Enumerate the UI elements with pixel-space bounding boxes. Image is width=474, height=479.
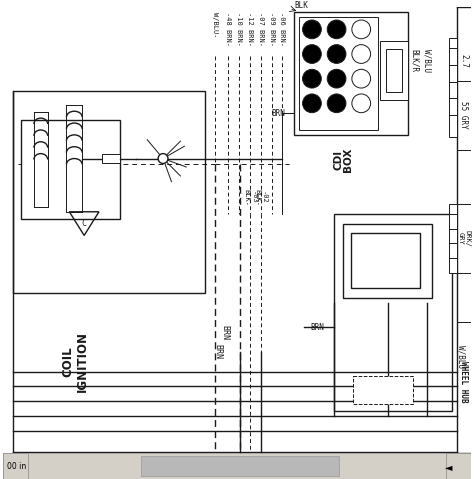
Bar [446, 453, 471, 479]
Text: -10 BRN-: -10 BRN- [236, 11, 242, 46]
Circle shape [352, 45, 371, 63]
Text: BRN: BRN [272, 109, 285, 118]
Bar [102, 154, 119, 163]
Circle shape [302, 69, 321, 88]
Text: WHEEL HUB: WHEEL HUB [459, 361, 468, 402]
Circle shape [302, 45, 321, 63]
Bar [141, 456, 338, 476]
Circle shape [327, 45, 346, 63]
Circle shape [352, 94, 371, 113]
Bar [449, 38, 457, 137]
Text: BLK-C: BLK-C [356, 392, 380, 400]
Bar [380, 41, 408, 101]
Text: COIL: COIL [61, 346, 74, 377]
Text: -09 BRN-: -09 BRN- [268, 11, 274, 46]
Bar [344, 224, 432, 297]
Circle shape [302, 20, 321, 39]
Bar [351, 233, 420, 288]
Text: BLK: BLK [294, 0, 308, 10]
Bar [3, 453, 28, 479]
Text: W/BLU: W/BLU [423, 49, 432, 72]
Text: -03
BLK-: -03 BLK- [243, 189, 256, 206]
Bar [13, 91, 205, 293]
Text: 2.7: 2.7 [459, 54, 468, 68]
Text: IGNITION: IGNITION [76, 331, 89, 392]
Circle shape [327, 20, 346, 39]
Text: BOX: BOX [344, 148, 354, 171]
Bar [334, 214, 452, 411]
Bar [3, 453, 471, 479]
Text: ◄: ◄ [445, 462, 453, 472]
Bar [386, 49, 401, 92]
Text: -48 BRN-: -48 BRN- [225, 11, 231, 46]
Text: BRN: BRN [220, 325, 229, 340]
Text: 00 in: 00 in [7, 462, 27, 471]
Circle shape [352, 69, 371, 88]
Text: C: C [82, 219, 87, 228]
Text: DRK/
GRY: DRK/ GRY [457, 230, 470, 247]
Circle shape [327, 94, 346, 113]
Text: BRN: BRN [214, 344, 223, 359]
Text: -02
BLK-: -02 BLK- [254, 189, 267, 206]
Circle shape [352, 20, 371, 39]
Text: BLK/R: BLK/R [410, 49, 419, 72]
Bar [294, 11, 408, 135]
Text: -07 BRN-: -07 BRN- [258, 11, 264, 46]
Circle shape [302, 94, 321, 113]
Circle shape [327, 69, 346, 88]
Text: -12 BRN-: -12 BRN- [247, 11, 253, 46]
Text: W/BLU: W/BLU [457, 345, 466, 368]
Bar [449, 204, 457, 273]
Circle shape [158, 154, 168, 163]
Text: BRN: BRN [310, 323, 324, 331]
Bar [299, 17, 378, 130]
Text: W/BLU-: W/BLU- [212, 11, 219, 37]
Text: 55 GRY: 55 GRY [459, 101, 468, 129]
Bar [353, 376, 412, 404]
Text: -06 BRN-: -06 BRN- [279, 11, 285, 46]
Text: CDI: CDI [334, 149, 344, 170]
Bar [21, 120, 119, 219]
